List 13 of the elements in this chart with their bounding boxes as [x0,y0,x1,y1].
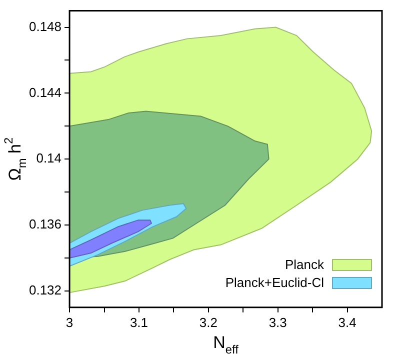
x-tick-label: 3.1 [130,314,148,330]
x-tick-label: 3.2 [199,314,218,330]
series-label: Planck [284,257,324,272]
y-tick-label: 0.132 [28,282,62,298]
y-axis-title: Ωm h2 [1,137,30,181]
x-tick-label: 3 [66,314,74,330]
y-tick-label: 0.136 [28,216,62,232]
x-tick-label: 3.4 [338,314,356,330]
legend-label: Planck+Euclid-Cl [225,275,324,290]
y-tick-label: 0.14 [36,150,62,166]
x-tick-label: 3.3 [268,314,287,330]
y-tick-label: 0.144 [28,84,62,100]
y-tick-label: 0.148 [28,18,62,34]
